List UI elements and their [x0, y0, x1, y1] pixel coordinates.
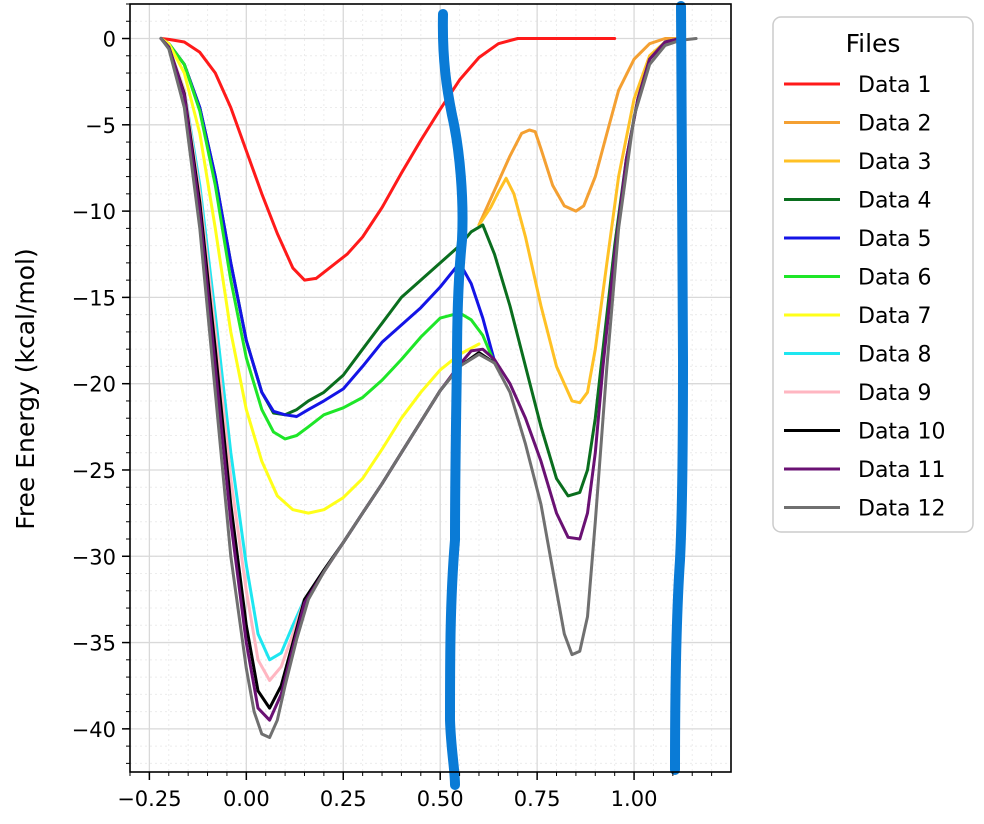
vertical-marker-line-left — [437, 9, 468, 790]
legend-label: Data 1 — [858, 73, 932, 98]
legend-label: Data 7 — [858, 304, 932, 329]
x-tick-label: 0.25 — [320, 787, 367, 811]
series-line-1 — [159, 37, 617, 282]
vertical-marker-line-right — [670, 1, 689, 775]
legend-label: Data 10 — [858, 420, 946, 445]
y-tick-label: −30 — [72, 545, 116, 569]
y-tick-label: −25 — [72, 459, 116, 483]
x-tick-label: 1.00 — [611, 787, 658, 811]
series-line-9 — [159, 37, 481, 682]
y-tick-labels: 0 −5 −10 −15 −20 −25 −30 −35 −40 — [72, 28, 116, 742]
y-tick-label: 0 — [103, 28, 116, 52]
legend-label: Data 5 — [858, 227, 932, 252]
legend-label: Data 4 — [858, 189, 932, 214]
series-line-7 — [159, 37, 481, 515]
x-tick-label: −0.25 — [117, 787, 181, 811]
y-tick-label: −5 — [85, 114, 116, 138]
legend-label: Data 12 — [858, 497, 946, 522]
x-tick-labels: −0.25 0.00 0.25 0.50 0.75 1.00 — [117, 787, 657, 811]
legend-label: Data 9 — [858, 381, 932, 406]
legend-title: Files — [846, 29, 901, 58]
series-lines — [159, 37, 698, 739]
hand-drawn-annotations — [437, 1, 689, 790]
legend-label: Data 2 — [858, 112, 932, 137]
legend-items: Data 1 Data 2 Data 3 Data 4 Data 5 Data 6 Data… — [784, 73, 946, 522]
y-axis-label: Free Energy (kcal/mol) — [11, 248, 40, 529]
y-tick-label: −35 — [72, 632, 116, 656]
series-line-12 — [159, 37, 698, 739]
x-tick-label: 0.00 — [223, 787, 270, 811]
series-line-6 — [159, 37, 496, 441]
legend-label: Data 6 — [858, 266, 932, 291]
legend-label: Data 11 — [858, 458, 946, 483]
legend-label: Data 3 — [858, 150, 932, 175]
series-line-2 — [477, 37, 683, 227]
x-tick-label: 0.50 — [417, 787, 464, 811]
x-tick-label: 0.75 — [514, 787, 561, 811]
legend-box — [772, 16, 974, 533]
axis-ticks — [122, 3, 713, 780]
series-line-3 — [477, 37, 683, 405]
y-tick-label: −15 — [72, 286, 116, 310]
axes-frame — [129, 3, 732, 773]
legend-label: Data 8 — [858, 343, 932, 368]
y-tick-label: −10 — [72, 200, 116, 224]
y-tick-label: −20 — [72, 373, 116, 397]
y-tick-label: −40 — [72, 718, 116, 742]
